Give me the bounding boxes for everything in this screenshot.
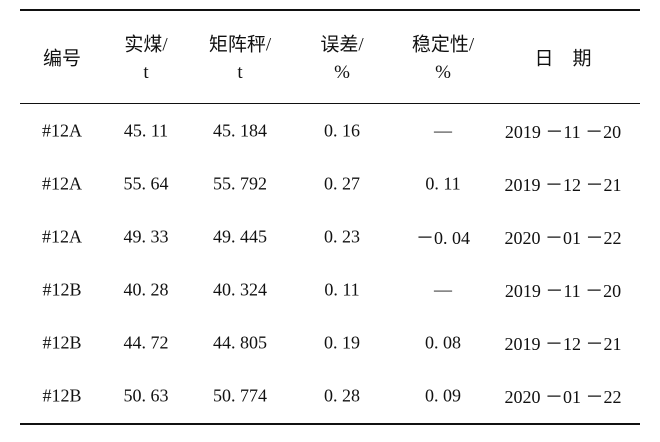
table-cell: 0. 27 xyxy=(324,173,360,194)
header-cell: 稳定性/ xyxy=(411,34,475,56)
table-cell: 0. 08 xyxy=(425,332,461,353)
table-cell: #12B xyxy=(42,385,82,406)
table-cell: 50. 774 xyxy=(213,385,267,406)
table-cell: 45. 11 xyxy=(123,120,169,141)
table-cell: 0. 19 xyxy=(324,332,360,353)
table-cell: #12A xyxy=(42,120,82,141)
header-rule xyxy=(20,103,640,104)
header-cell: % xyxy=(334,62,350,83)
table-cell: #12B xyxy=(42,279,82,300)
table-cell: 49. 33 xyxy=(123,226,169,247)
table-cell: 44. 805 xyxy=(213,332,267,353)
table-cell: 49. 445 xyxy=(213,226,267,247)
header-cell: 矩阵秤/ xyxy=(208,34,272,56)
table-cell: 40. 324 xyxy=(213,279,267,300)
bottom-rule xyxy=(20,423,640,425)
table-cell: 2019 －12 －21 xyxy=(504,334,622,354)
top-rule xyxy=(20,9,640,11)
table-cell: 0. 09 xyxy=(425,385,461,406)
table-cell: 0. 28 xyxy=(324,385,360,406)
table-cell: 44. 72 xyxy=(123,332,169,353)
table-cell: 40. 28 xyxy=(123,279,169,300)
table-cell: 2020 －01 －22 xyxy=(504,387,622,407)
table-cell: －0. 04 xyxy=(416,228,470,248)
header-cell: t xyxy=(143,62,149,83)
table-cell: — xyxy=(434,120,452,141)
header-cell: 实煤/ xyxy=(124,34,168,56)
header-cell: 编号 xyxy=(42,48,82,70)
table-cell: 2019 －11 －20 xyxy=(504,122,622,142)
table-cell: 55. 792 xyxy=(213,173,267,194)
table-cell: — xyxy=(434,279,452,300)
table-cell: 0. 23 xyxy=(324,226,360,247)
header-cell: % xyxy=(435,62,451,83)
header-cell: 日 期 xyxy=(534,48,592,70)
table-cell: #12A xyxy=(42,226,82,247)
table-cell: 55. 64 xyxy=(123,173,169,194)
table-cell: #12B xyxy=(42,332,82,353)
table-cell: 0. 11 xyxy=(425,173,461,194)
table-cell: 50. 63 xyxy=(123,385,169,406)
table-cell: 2019 －11 －20 xyxy=(504,281,622,301)
table-cell: 2019 －12 －21 xyxy=(504,175,622,195)
table-cell: 0. 16 xyxy=(324,120,360,141)
header-cell: t xyxy=(237,62,243,83)
table-cell: 45. 184 xyxy=(213,120,267,141)
header-cell: 误差/ xyxy=(320,34,364,56)
table-cell: #12A xyxy=(42,173,82,194)
table-cell: 0. 11 xyxy=(324,279,360,300)
table-cell: 2020 －01 －22 xyxy=(504,228,622,248)
